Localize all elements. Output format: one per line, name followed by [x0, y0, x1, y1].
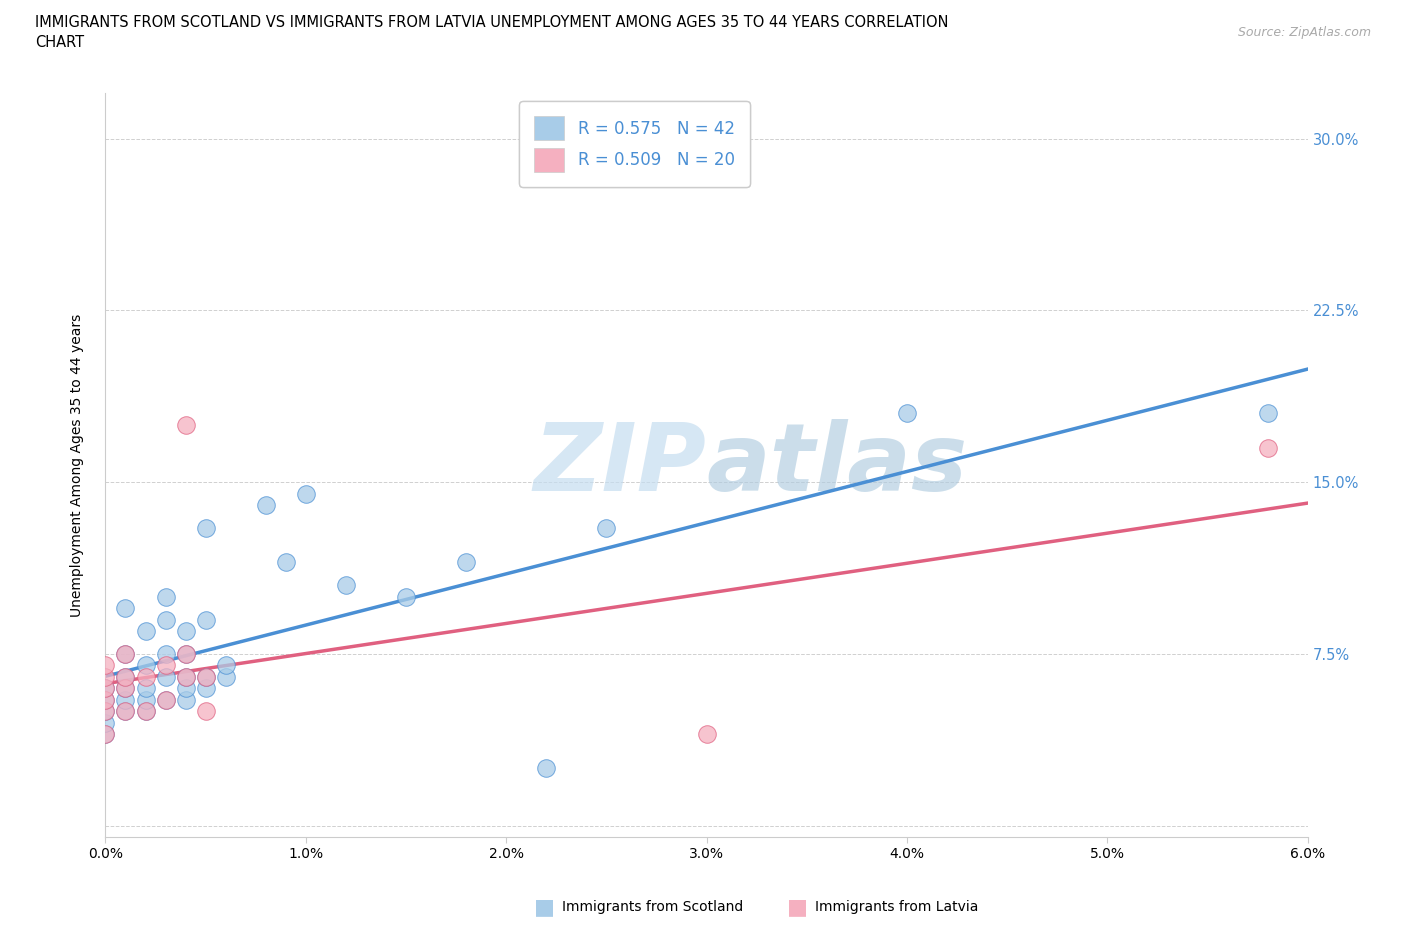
Point: [135, 704, 157, 719]
Text: ZIP: ZIP: [534, 419, 707, 511]
Text: CHART: CHART: [35, 35, 84, 50]
Point: [1257, 441, 1279, 456]
Point: [155, 646, 177, 661]
Text: Source: ZipAtlas.com: Source: ZipAtlas.com: [1237, 26, 1371, 39]
Point: [135, 658, 157, 672]
Point: [174, 670, 197, 684]
Point: [534, 761, 557, 776]
Point: [174, 646, 197, 661]
Point: [395, 590, 418, 604]
Point: [174, 681, 197, 696]
Text: Immigrants from Latvia: Immigrants from Latvia: [815, 899, 979, 914]
Point: [114, 681, 136, 696]
Text: ■: ■: [787, 897, 808, 917]
Point: [114, 646, 136, 661]
Point: [1257, 406, 1279, 421]
Point: [135, 704, 157, 719]
Point: [335, 578, 357, 592]
Point: [94, 658, 117, 672]
Point: [114, 601, 136, 616]
Point: [114, 670, 136, 684]
Text: atlas: atlas: [707, 419, 967, 511]
Point: [194, 704, 217, 719]
Point: [174, 646, 197, 661]
Point: [194, 670, 217, 684]
Point: [595, 521, 617, 536]
Point: [94, 681, 117, 696]
Text: Immigrants from Scotland: Immigrants from Scotland: [562, 899, 744, 914]
Point: [94, 726, 117, 741]
Point: [94, 704, 117, 719]
Point: [174, 692, 197, 707]
Point: [135, 681, 157, 696]
Point: [155, 658, 177, 672]
Point: [155, 612, 177, 627]
Point: [135, 692, 157, 707]
Point: [696, 726, 718, 741]
Text: ■: ■: [534, 897, 555, 917]
Legend: R = 0.575   N = 42, R = 0.509   N = 20: R = 0.575 N = 42, R = 0.509 N = 20: [519, 101, 749, 187]
Point: [454, 555, 477, 570]
Point: [94, 704, 117, 719]
Point: [194, 670, 217, 684]
Point: [94, 692, 117, 707]
Point: [194, 612, 217, 627]
Point: [174, 418, 197, 432]
Point: [295, 486, 318, 501]
Point: [155, 590, 177, 604]
Point: [155, 670, 177, 684]
Point: [114, 681, 136, 696]
Point: [114, 646, 136, 661]
Point: [254, 498, 277, 512]
Point: [114, 704, 136, 719]
Point: [274, 555, 297, 570]
Point: [94, 715, 117, 730]
Point: [114, 692, 136, 707]
Point: [135, 670, 157, 684]
Point: [174, 670, 197, 684]
Point: [94, 681, 117, 696]
Y-axis label: Unemployment Among Ages 35 to 44 years: Unemployment Among Ages 35 to 44 years: [70, 313, 84, 617]
Point: [94, 726, 117, 741]
Point: [174, 623, 197, 638]
Point: [896, 406, 918, 421]
Point: [135, 623, 157, 638]
Point: [194, 681, 217, 696]
Point: [94, 670, 117, 684]
Point: [155, 692, 177, 707]
Point: [214, 658, 236, 672]
Point: [94, 692, 117, 707]
Point: [194, 521, 217, 536]
Text: IMMIGRANTS FROM SCOTLAND VS IMMIGRANTS FROM LATVIA UNEMPLOYMENT AMONG AGES 35 TO: IMMIGRANTS FROM SCOTLAND VS IMMIGRANTS F…: [35, 15, 949, 30]
Point: [114, 670, 136, 684]
Point: [155, 692, 177, 707]
Point: [214, 670, 236, 684]
Point: [114, 704, 136, 719]
